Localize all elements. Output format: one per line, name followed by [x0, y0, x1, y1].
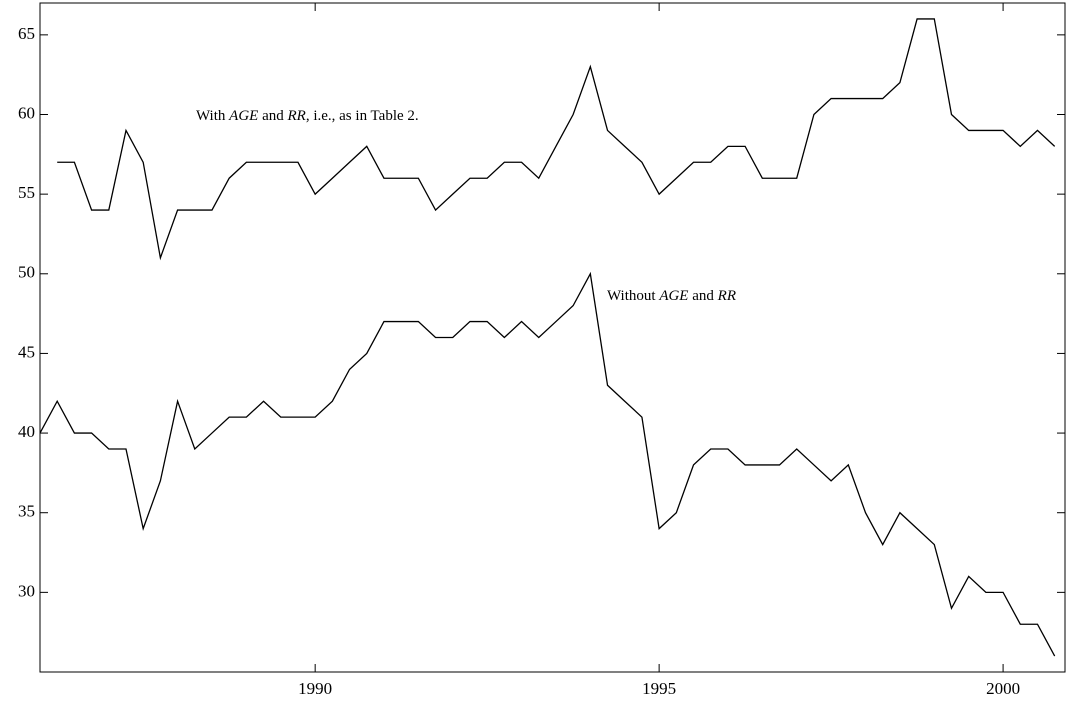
annotation-part: AGE: [658, 288, 688, 304]
annotation-part: Without: [607, 288, 659, 304]
y-tick-label: 50: [18, 263, 35, 282]
y-tick-label: 30: [18, 581, 35, 600]
annotation-part: With: [196, 108, 229, 124]
annotation-part: RR: [717, 288, 736, 304]
annotation-part: RR: [287, 108, 306, 124]
y-tick-label: 35: [18, 502, 35, 521]
y-tick-label: 45: [18, 342, 35, 361]
series-line: [39, 271, 1056, 657]
y-tick-label: 65: [18, 24, 35, 43]
x-tick-label: 2000: [986, 679, 1020, 698]
y-tick-label: 60: [18, 103, 35, 122]
y-tick-label: 40: [18, 422, 35, 441]
annotation: Without AGE and RR: [607, 288, 736, 304]
annotation-part: , i.e., as in Table 2.: [306, 108, 419, 124]
plot-frame: [39, 2, 1066, 673]
annotation-part: and: [688, 288, 717, 304]
annotation: With AGE and RR, i.e., as in Table 2.: [196, 108, 419, 124]
annotation-part: and: [258, 108, 287, 124]
annotation-part: AGE: [228, 108, 258, 124]
series-line: [57, 18, 1056, 261]
y-tick-label: 55: [18, 183, 35, 202]
x-tick-label: 1990: [298, 679, 332, 698]
x-tick-label: 1995: [642, 679, 676, 698]
